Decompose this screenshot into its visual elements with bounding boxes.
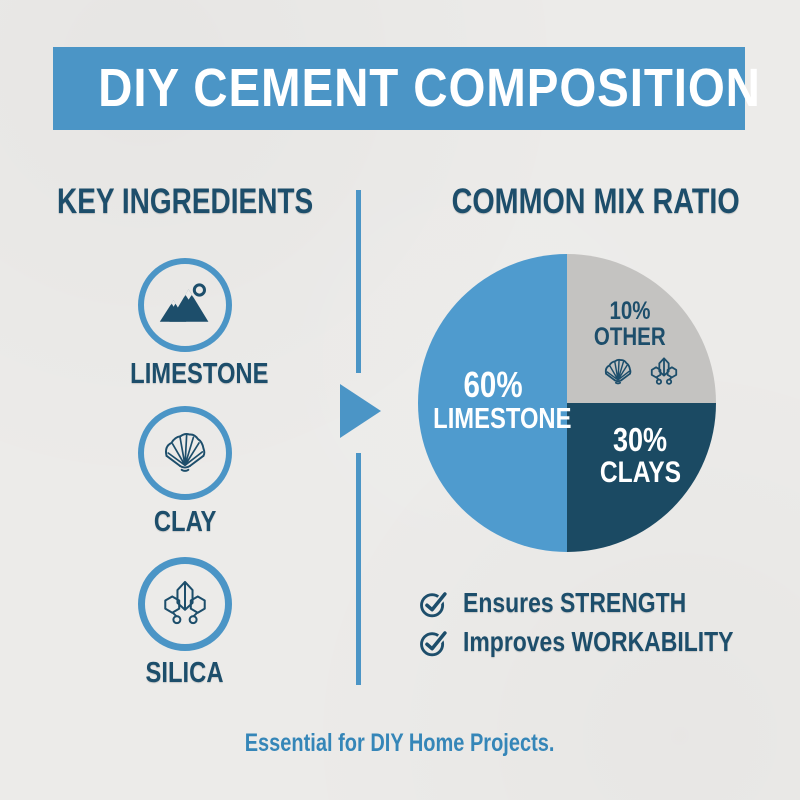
crystal-molecule-icon (156, 575, 214, 633)
ingredient-label: CLAY (153, 506, 217, 538)
header-banner: DIY CEMENT COMPOSITION (53, 47, 761, 130)
crystal-molecule-icon (646, 354, 682, 390)
ingredient-label: LIMESTONE (130, 358, 269, 390)
ingredient-label: SILICA (146, 657, 224, 689)
check-circle-icon (418, 587, 450, 619)
mountain-icon (155, 275, 215, 335)
shell-icon (600, 354, 636, 390)
ingredient-limestone: LIMESTONE (115, 258, 269, 391)
check-circle-icon (418, 626, 450, 658)
shell-icon (157, 425, 213, 481)
benefit-strength: Ensures STRENGTH (418, 585, 735, 621)
benefit-workability: Improves WORKABILITY (418, 624, 793, 660)
divider-line-bottom (356, 453, 361, 685)
key-ingredients-title: KEY INGREDIENTS (57, 182, 314, 221)
benefit-text: Improves WORKABILITY (463, 626, 734, 657)
page-title: DIY CEMENT COMPOSITION (98, 58, 761, 118)
mix-ratio-pie: 60% LIMESTONE 10% OTHER (418, 254, 716, 552)
arrow-right-icon (340, 384, 381, 438)
ingredient-clay: CLAY (115, 406, 255, 539)
silica-circle (138, 557, 232, 651)
clay-circle (138, 406, 232, 500)
divider-line-top (356, 190, 361, 373)
pie-label-other: 10% OTHER (594, 297, 666, 351)
ingredient-silica: SILICA (115, 557, 255, 690)
mix-ratio-title: COMMON MIX RATIO (451, 182, 740, 221)
limestone-circle (138, 258, 232, 352)
pie-label-clays: 30% CLAYS (599, 421, 681, 489)
pie-label-limestone: 60% LIMESTONE (433, 364, 572, 435)
other-slice-icons (586, 354, 696, 390)
benefit-text: Ensures STRENGTH (463, 587, 687, 618)
footer-tagline: Essential for DIY Home Projects. (245, 729, 555, 757)
